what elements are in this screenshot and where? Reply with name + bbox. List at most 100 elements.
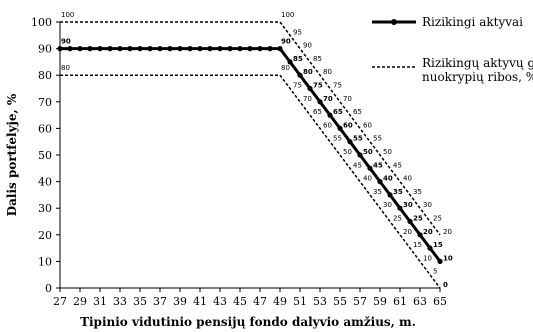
series-point — [387, 192, 393, 198]
x-tick-label: 33 — [113, 295, 127, 308]
data-label: 95 — [293, 28, 302, 36]
data-label: 30 — [403, 201, 413, 209]
y-tick-labels: 0 10 20 30 40 50 60 70 80 90 100 — [31, 16, 60, 295]
data-label: 60 — [323, 121, 332, 129]
x-tick-label: 49 — [273, 295, 287, 308]
data-label: 55 — [333, 135, 342, 143]
data-label: 30 — [423, 201, 432, 209]
data-label: 90 — [303, 42, 312, 50]
x-tick-label: 57 — [353, 295, 367, 308]
x-tick-label: 35 — [133, 295, 147, 308]
data-label: 80 — [281, 64, 290, 72]
series-point — [337, 125, 343, 131]
x-tick-label: 53 — [313, 295, 327, 308]
data-label: 0 — [443, 281, 448, 289]
series-point — [97, 46, 103, 52]
series-point — [237, 46, 243, 52]
series-point — [177, 46, 183, 52]
series-point — [77, 46, 83, 52]
series-point — [287, 59, 293, 65]
data-label: 20 — [403, 228, 412, 236]
data-label: 90 — [281, 38, 291, 46]
x-tick-label: 39 — [173, 295, 187, 308]
data-label: 75 — [333, 82, 342, 90]
series-point — [327, 112, 333, 118]
data-label: 50 — [343, 148, 352, 156]
y-tick-label: 90 — [38, 43, 52, 56]
series-line-dashed-1 — [60, 21, 441, 236]
series-point — [267, 46, 273, 52]
x-tick-labels: 27 29 31 33 35 37 39 41 43 45 47 49 51 53 55 57 59 61 63 65 — [53, 288, 447, 308]
series-point — [247, 46, 253, 52]
series-point — [357, 152, 363, 158]
data-label: 85 — [293, 55, 303, 63]
data-label: 20 — [443, 228, 452, 236]
legend-label-dashed-line1: Rizikingų aktyvų galimų — [422, 56, 533, 70]
data-label: 65 — [353, 108, 362, 116]
y-tick-label: 30 — [38, 202, 52, 215]
y-tick-label: 70 — [38, 96, 52, 109]
data-label: 35 — [413, 188, 422, 196]
series-point — [297, 72, 303, 78]
x-tick-label: 41 — [193, 295, 207, 308]
data-label: 60 — [363, 121, 372, 129]
data-labels: 100 1009590858075706560555045403530252090… — [61, 11, 453, 289]
series-point — [307, 85, 313, 92]
data-label: 35 — [373, 188, 382, 196]
x-tick-label: 37 — [153, 295, 167, 308]
x-tick-label: 45 — [233, 295, 247, 308]
data-label: 65 — [313, 108, 322, 116]
data-label: 60 — [343, 121, 353, 129]
x-tick-label: 63 — [413, 295, 427, 308]
data-label: 25 — [413, 215, 423, 223]
data-label: 10 — [443, 254, 453, 262]
data-label: 45 — [353, 161, 362, 169]
series-point — [317, 99, 323, 105]
x-tick-label: 43 — [213, 295, 227, 308]
data-label: 55 — [353, 135, 363, 143]
series-point — [67, 46, 73, 52]
series-point — [147, 46, 153, 52]
data-label: 5 — [433, 268, 437, 276]
series-point — [257, 46, 263, 52]
data-label: 25 — [433, 215, 442, 223]
series-point — [157, 46, 163, 52]
data-label: 100 — [281, 11, 294, 19]
series-point — [227, 46, 233, 52]
y-tick-label: 80 — [38, 69, 52, 82]
x-tick-label: 29 — [73, 295, 87, 308]
series-point — [437, 258, 443, 264]
x-tick-label: 65 — [433, 295, 447, 308]
series-point — [197, 46, 203, 52]
data-label: 40 — [363, 175, 372, 183]
data-label: 40 — [383, 175, 393, 183]
data-label: 80 — [303, 68, 313, 76]
series-point — [207, 46, 213, 52]
series-point — [427, 245, 433, 251]
series-line-dashed-2 — [60, 74, 441, 289]
y-tick-label: 60 — [38, 122, 52, 135]
series-point — [407, 218, 413, 225]
x-tick-label: 31 — [93, 295, 107, 308]
y-tick-label: 50 — [38, 149, 52, 162]
data-label: 80 — [323, 68, 332, 76]
data-label: 15 — [413, 241, 422, 249]
series-point — [137, 46, 143, 52]
legend-label-dashed-line2: nuokrypių ribos, % — [422, 70, 533, 84]
series-point — [217, 46, 223, 52]
legend-solid-marker — [391, 19, 397, 25]
y-tick-label: 0 — [45, 282, 52, 295]
data-label: 75 — [293, 82, 302, 90]
series-point — [87, 46, 93, 52]
data-label: 70 — [323, 95, 333, 103]
series-group — [57, 21, 443, 289]
data-label: 15 — [433, 241, 443, 249]
legend-label-dashed: Rizikingų aktyvų galimų nuokrypių ribos,… — [422, 56, 533, 84]
legend-label-solid: Rizikingi aktyvai — [422, 15, 523, 29]
series-point — [347, 139, 353, 145]
series-point — [417, 232, 423, 238]
series-point — [57, 46, 63, 52]
series-point — [277, 46, 283, 52]
data-label: 55 — [373, 135, 382, 143]
